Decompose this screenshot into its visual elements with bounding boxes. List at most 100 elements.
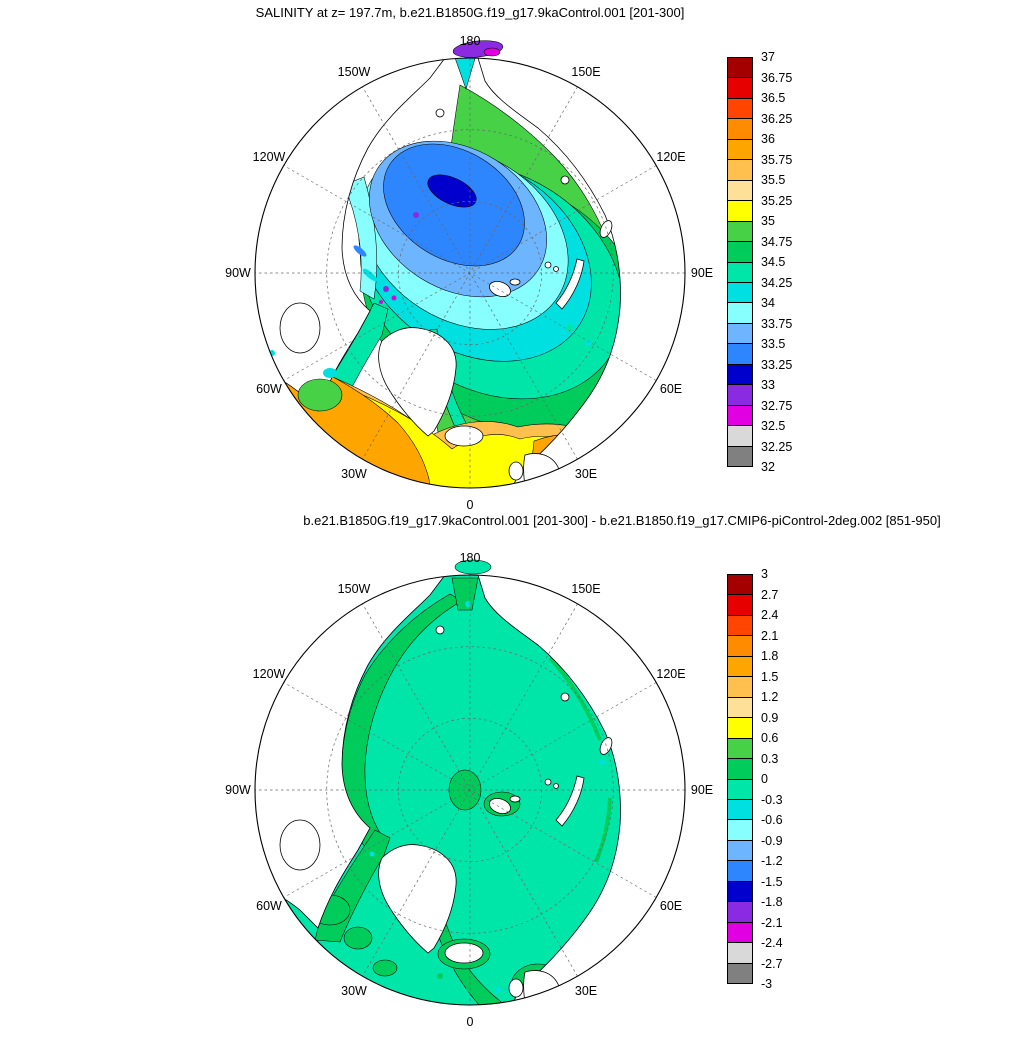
colorbar-label: -2.4	[761, 936, 783, 950]
colorbar-cells	[727, 574, 753, 984]
difference-map-title: b.e21.B1850G.f19_g17.9kaControl.001 [201…	[303, 513, 941, 528]
meridian-label-150w: 150W	[338, 65, 371, 79]
colorbar-label: -0.3	[761, 792, 783, 807]
colorbar-cell	[728, 303, 752, 324]
colorbar-label: 0.9	[761, 710, 779, 725]
colorbar-label: 36.25	[761, 111, 793, 126]
colorbar-label: 34	[761, 296, 775, 310]
colorbar-label: 2.7	[761, 587, 779, 602]
colorbar-label: 1.5	[761, 669, 779, 684]
colorbar-cell	[728, 677, 752, 698]
bering-low-salinity-patch	[452, 40, 504, 58]
colorbar-cell	[728, 119, 752, 140]
meridian-label-120w: 120W	[253, 150, 286, 164]
colorbar-cell	[728, 595, 752, 616]
meridian-label-60e: 60E	[660, 382, 682, 396]
colorbar-cell	[728, 636, 752, 657]
meridian-label-60e: 60E	[660, 899, 682, 913]
meridian-label-30w: 30W	[341, 984, 367, 998]
colorbar-label: 36.5	[761, 91, 786, 105]
colorbar-cell	[728, 840, 752, 862]
colorbar-cell	[728, 98, 752, 120]
meridian-labels: 180 150E 120E 90E 60E 30E 0 30W 60W 90W …	[225, 551, 713, 1029]
meridian-label-180: 180	[460, 34, 481, 48]
colorbar-cell	[728, 160, 752, 181]
colorbar-label: 34.5	[761, 255, 786, 269]
colorbar-label: 32	[761, 460, 775, 474]
colorbar-label: 0	[761, 772, 768, 786]
colorbar-cell	[728, 282, 752, 304]
colorbar-label: 35.75	[761, 152, 793, 167]
bering-positive-patch	[451, 577, 479, 611]
bering-difference-patch	[454, 559, 492, 575]
colorbar-cell	[728, 201, 752, 222]
page: { "palette": ["#a50000","#e60000","#ff45…	[225, 5, 941, 1029]
colorbar-label: -3	[761, 977, 773, 991]
colorbar-label: 2.1	[761, 628, 779, 643]
colorbar-label: -2.7	[761, 956, 783, 971]
colorbar-cell	[728, 575, 752, 596]
colorbar-label: 0.6	[761, 731, 779, 745]
colorbar-cell	[728, 922, 752, 944]
colorbar-cell	[728, 139, 752, 161]
colorbar-cell	[728, 323, 752, 345]
colorbar-labels: 3 2.7 2.4 2.1 1.8 1.5 1.2 0.9 0.6 0.3 0 -0.3 -0.6 -0.…	[761, 567, 821, 991]
colorbar-label: 33.75	[761, 316, 793, 331]
difference-colorbar: 3 2.7 2.4 2.1 1.8 1.5 1.2 0.9 0.6 0.3 0 -0.3 -0.6 -0.…	[727, 567, 783, 991]
meridian-label-120e: 120E	[656, 667, 685, 681]
colorbar-label: -1.5	[761, 874, 783, 889]
colorbar-label: 35.5	[761, 173, 786, 187]
meridian-label-150e: 150E	[571, 582, 600, 596]
colorbar-cell	[728, 344, 752, 365]
meridian-label-120e: 120E	[656, 150, 685, 164]
colorbar-cell	[728, 779, 752, 800]
colorbar-cell	[728, 943, 752, 964]
colorbar-cell	[728, 446, 752, 467]
colorbar-cell	[728, 58, 752, 79]
meridian-label-60w: 60W	[256, 382, 282, 396]
colorbar-cell	[728, 242, 752, 263]
meridian-label-30w: 30W	[341, 467, 367, 481]
salinity-difference-map: 180 150E 120E 90E 60E 30E 0 30W 60W 90W …	[225, 551, 713, 1029]
colorbar-cell	[728, 221, 752, 243]
colorbar-label: 35.25	[761, 193, 793, 208]
colorbar-label: -1.2	[761, 854, 783, 868]
salinity-map: 180 150E 120E 90E 60E 30E 0 30W 60W 90W …	[225, 34, 713, 512]
colorbar-label: 1.2	[761, 690, 779, 704]
colorbar-label: -1.8	[761, 895, 783, 909]
meridian-label-90w: 90W	[225, 266, 251, 280]
colorbar-cell	[728, 799, 752, 821]
colorbar-cell	[728, 738, 752, 760]
colorbar-label: 2.4	[761, 608, 779, 622]
colorbar-label: -2.1	[761, 915, 783, 930]
salinity-colorbar: 37 36.75 36.5 36.25 36 35.75 35.5 35.25 35 34.75 3…	[727, 50, 792, 474]
colorbar-cell	[728, 963, 752, 984]
colorbar-cell	[728, 759, 752, 780]
meridian-label-0: 0	[467, 1015, 474, 1029]
colorbar-cell	[728, 861, 752, 882]
colorbar-cell	[728, 385, 752, 406]
colorbar-cell	[728, 405, 752, 427]
colorbar-cell	[728, 881, 752, 903]
colorbar-cell	[728, 78, 752, 99]
colorbar-label: 0.3	[761, 751, 779, 766]
colorbar-label: 33	[761, 378, 775, 392]
negative-specks	[369, 601, 605, 993]
colorbar-labels: 37 36.75 36.5 36.25 36 35.75 35.5 35.25 35 34.75 3…	[761, 50, 821, 474]
colorbar-cell	[728, 820, 752, 841]
colorbar-cell	[728, 262, 752, 283]
meridian-label-150e: 150E	[571, 65, 600, 79]
archipelago-channel-specks	[353, 193, 419, 318]
bering-strait-water	[453, 58, 477, 90]
colorbar-label: 36.75	[761, 70, 793, 85]
map-boundary-circle	[254, 57, 686, 489]
colorbar-label: 32.5	[761, 419, 786, 433]
colorbar-label: 33.5	[761, 337, 786, 351]
colorbar-cell	[728, 426, 752, 447]
colorbar-cell	[728, 656, 752, 678]
colorbar-cell	[728, 902, 752, 923]
colorbar-cell	[728, 718, 752, 739]
meridian-label-150w: 150W	[338, 582, 371, 596]
meridian-label-30e: 30E	[575, 984, 597, 998]
salinity-ocean-layer	[255, 58, 685, 488]
